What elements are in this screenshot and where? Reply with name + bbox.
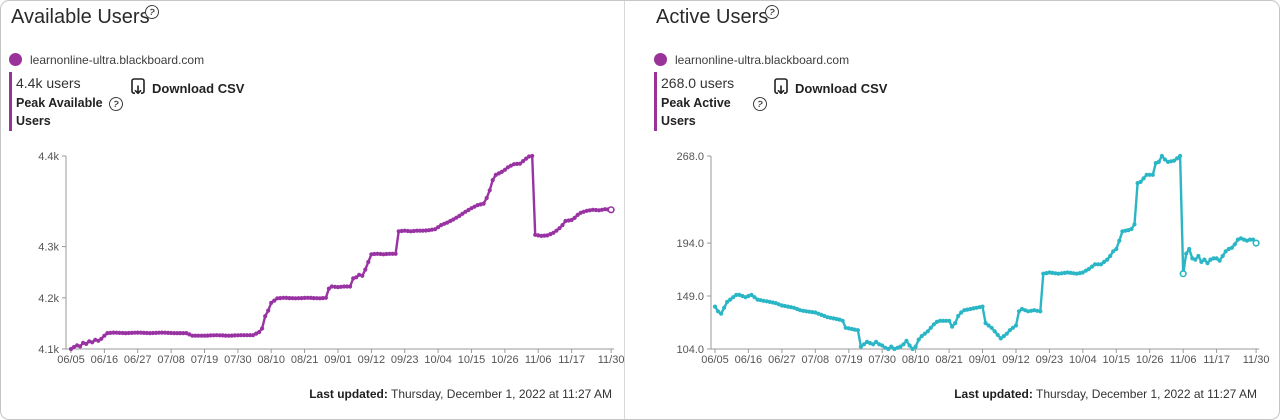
peak-active-label: Peak Active Users — [661, 96, 731, 128]
svg-text:194.0: 194.0 — [676, 238, 704, 250]
svg-text:11/30: 11/30 — [1243, 354, 1270, 366]
active-users-chart[interactable]: 104.0 149.0 194.0 268.0 06/05 06/16 06/27 07/08… — [646, 139, 1280, 374]
svg-text:09/01: 09/01 — [969, 354, 997, 366]
svg-text:08/21: 08/21 — [291, 354, 319, 366]
last-updated-left: Last updated: Thursday, December 1, 2022… — [309, 387, 612, 401]
download-csv-icon — [774, 78, 788, 98]
series-legend-label[interactable]: learnonline-ultra.blackboard.com — [675, 53, 850, 67]
svg-text:06/27: 06/27 — [768, 354, 796, 366]
svg-text:06/16: 06/16 — [735, 354, 763, 366]
svg-text:09/12: 09/12 — [358, 354, 386, 366]
svg-text:07/19: 07/19 — [835, 354, 863, 366]
svg-text:4.4k: 4.4k — [38, 151, 59, 163]
svg-text:06/16: 06/16 — [91, 354, 119, 366]
download-csv-label: Download CSV — [795, 80, 888, 96]
svg-text:10/26: 10/26 — [1136, 354, 1164, 366]
svg-text:149.0: 149.0 — [676, 291, 704, 303]
svg-text:10/04: 10/04 — [1069, 354, 1097, 366]
last-updated-label: Last updated: — [954, 387, 1033, 401]
download-csv-button[interactable]: Download CSV — [774, 78, 887, 98]
peak-available-label: Peak Available Users — [16, 96, 103, 128]
svg-text:08/10: 08/10 — [902, 354, 930, 366]
available-users-chart[interactable]: 4.1k 4.2k 4.3k 4.4k 06/05 06/16 06/27 07/08 07/1… — [1, 139, 641, 374]
svg-text:4.2k: 4.2k — [38, 293, 59, 305]
series-dot-icon[interactable] — [654, 53, 667, 66]
svg-text:07/19: 07/19 — [191, 354, 219, 366]
download-csv-icon — [131, 78, 145, 98]
last-updated-right: Last updated: Thursday, December 1, 2022… — [954, 387, 1257, 401]
svg-text:09/01: 09/01 — [324, 354, 352, 366]
svg-text:11/17: 11/17 — [1203, 354, 1230, 366]
stat-accent-bar — [9, 72, 12, 131]
svg-text:10/15: 10/15 — [458, 354, 486, 366]
panel-divider — [624, 1, 625, 419]
svg-text:06/05: 06/05 — [57, 354, 85, 366]
svg-text:4.1k: 4.1k — [38, 344, 59, 356]
svg-text:07/08: 07/08 — [157, 354, 185, 366]
download-csv-button[interactable]: Download CSV — [131, 78, 244, 98]
svg-text:10/15: 10/15 — [1103, 354, 1131, 366]
active-users-title: Active Users — [656, 6, 769, 28]
series-dot-icon[interactable] — [9, 53, 22, 66]
svg-text:07/30: 07/30 — [224, 354, 252, 366]
available-users-title: Available Users — [11, 6, 150, 28]
svg-text:10/04: 10/04 — [424, 354, 452, 366]
svg-text:08/21: 08/21 — [935, 354, 963, 366]
svg-text:104.0: 104.0 — [676, 344, 704, 356]
svg-text:07/08: 07/08 — [802, 354, 830, 366]
svg-text:08/10: 08/10 — [257, 354, 285, 366]
download-csv-label: Download CSV — [152, 80, 245, 96]
peak-active-value: 268.0 users — [661, 75, 735, 91]
peak-active-help-icon[interactable]: ? — [751, 95, 769, 113]
svg-text:4.3k: 4.3k — [38, 242, 59, 254]
svg-text:11/30: 11/30 — [598, 354, 625, 366]
svg-text:11/06: 11/06 — [1170, 354, 1197, 366]
series-legend-label[interactable]: learnonline-ultra.blackboard.com — [30, 53, 205, 67]
svg-text:11/06: 11/06 — [525, 354, 552, 366]
stat-accent-bar — [654, 72, 657, 131]
last-updated-label: Last updated: — [309, 387, 388, 401]
svg-text:07/30: 07/30 — [868, 354, 896, 366]
last-updated-value: Thursday, December 1, 2022 at 11:27 AM — [390, 387, 612, 401]
svg-text:09/23: 09/23 — [1036, 354, 1064, 366]
last-updated-value: Thursday, December 1, 2022 at 11:27 AM — [1035, 387, 1257, 401]
svg-text:06/05: 06/05 — [701, 354, 729, 366]
svg-text:09/12: 09/12 — [1002, 354, 1030, 366]
svg-text:10/26: 10/26 — [491, 354, 519, 366]
svg-text:11/17: 11/17 — [558, 354, 585, 366]
svg-text:268.0: 268.0 — [676, 151, 704, 163]
svg-text:06/27: 06/27 — [124, 354, 152, 366]
svg-text:09/23: 09/23 — [391, 354, 419, 366]
peak-available-value: 4.4k users — [16, 75, 81, 91]
